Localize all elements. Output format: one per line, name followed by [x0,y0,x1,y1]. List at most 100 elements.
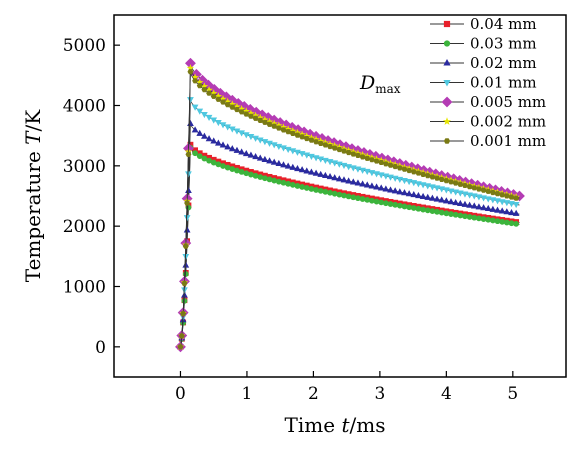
series-2-point-55 [410,191,418,198]
series-6-point-43 [355,152,361,159]
series-3-point-36 [322,157,329,164]
series-2-point-41 [345,177,353,184]
series-6-point-8 [192,78,199,84]
series-1-point-37 [327,189,333,196]
series-1-point-57 [420,206,426,213]
series-2-point-38 [331,174,339,181]
series-2-point-16 [228,145,236,152]
series-6-point-30 [294,132,301,138]
series-3-point-54 [405,179,413,186]
series-6-point-46 [368,157,375,163]
series-2-point-8 [191,126,199,133]
series-1-point-50 [387,201,394,207]
series-6-point-54 [406,167,413,174]
series-2-point-58 [424,193,432,200]
series-3-point-69 [475,194,483,201]
series-6-point-65 [457,181,464,187]
series-6-point-36 [322,142,329,148]
legend-marker-6 [443,138,451,144]
series-1-point-53 [401,203,408,210]
series-3-point-51 [391,175,399,182]
series-6-point-29 [289,130,296,136]
series-3-point-53 [401,177,408,185]
legend-label-3: 0.01 mm [470,74,537,92]
series-2-point-47 [373,183,380,190]
series-6-point-67 [466,184,473,190]
series-3-point-34 [312,155,320,162]
series-3-point-39 [335,161,343,168]
series-3-point-9 [196,108,204,115]
series-6-point-56 [415,170,422,176]
series-3-point-74 [498,199,506,206]
series-3-point-41 [345,164,353,171]
series-6-point-44 [359,154,366,160]
series-1-point-9 [196,153,203,160]
series-6-point-7 [187,69,194,75]
legend-label-0: 0.04 mm [470,15,537,33]
series-3-point-73 [494,198,501,205]
series-6-point-61 [438,176,445,182]
series-6-point-27 [280,127,287,133]
series-3-point-18 [238,130,245,137]
series-6-point-52 [396,165,403,171]
series-3-point-75 [503,200,511,207]
series-3-point-60 [433,185,441,192]
series-3-point-38 [331,160,339,167]
series-6-point-73 [494,191,501,197]
series-2-point-10 [201,132,208,139]
series-2-point-15 [224,143,232,150]
series-2-point-12 [210,137,218,144]
x-tick-label-2: 2 [308,384,319,404]
series-3-point-16 [228,126,236,133]
y-tick-label-4: 4000 [63,97,106,117]
series-3-point-56 [415,181,422,188]
series-3-point-68 [470,193,478,200]
series-2-point-56 [415,191,422,199]
series-2-point-27 [280,161,287,168]
series-6-point-2 [180,311,187,317]
series-2-point-35 [317,170,325,177]
series-3-point-48 [377,172,385,179]
series-1-point-55 [410,205,417,211]
series-1-point-60 [434,208,440,215]
series-6-point-68 [471,185,478,191]
series-1-point-43 [355,195,361,202]
series-3-point-46 [368,170,376,177]
series-3-point-14 [219,122,227,129]
series-6-point-13 [215,96,222,102]
series-6-point-11 [206,90,212,96]
series-1-point-67 [466,214,473,220]
series-6-point-1 [178,333,185,339]
y-tick-label-0: 0 [95,338,106,358]
series-2-point-19 [242,149,250,157]
series-1-point-75 [503,219,510,226]
series-1-point-28 [285,180,292,187]
series-2-point-57 [419,192,427,199]
series-1-point-68 [471,214,478,221]
series-2-point-46 [368,182,376,189]
series-2-point-76 [508,208,515,216]
series-1-point-56 [415,205,422,212]
series-3-point-43 [354,166,362,173]
series-6-point-14 [220,99,226,105]
series-3-point-13 [214,119,222,127]
x-tick-label-5: 5 [507,384,518,404]
series-2-point-69 [475,203,483,210]
series-6-point-20 [247,113,254,119]
series-3-point-47 [373,171,380,178]
series-1-point-40 [341,192,347,199]
series-2-point-17 [233,146,241,153]
series-1-point-74 [499,218,506,225]
series-1-point-33 [308,186,315,192]
series-2-point-53 [401,189,408,196]
series-3-point-61 [438,186,446,193]
series-2 [177,119,520,350]
series-2-point-9 [196,129,204,136]
series-2-point-22 [256,154,264,161]
series-layer [175,57,525,353]
series-6-point-24 [266,121,273,127]
series-3-point-52 [396,176,404,183]
series-2-point-45 [363,181,371,188]
series-3-point-66 [461,191,469,198]
series-6-point-21 [252,115,259,121]
